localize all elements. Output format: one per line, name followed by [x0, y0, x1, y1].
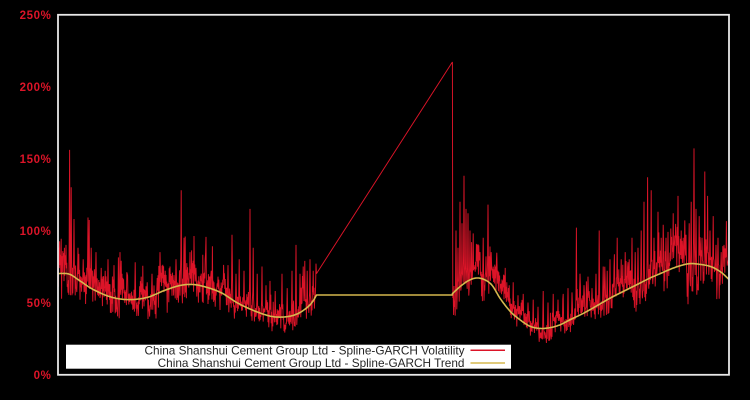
- svg-text:China Shanshui Cement Group Lt: China Shanshui Cement Group Ltd - Spline…: [145, 344, 465, 358]
- svg-text:50%: 50%: [27, 298, 52, 310]
- svg-text:150%: 150%: [20, 154, 52, 166]
- svg-text:100%: 100%: [20, 226, 52, 238]
- svg-text:200%: 200%: [20, 82, 52, 94]
- svg-text:China Shanshui Cement Group Lt: China Shanshui Cement Group Ltd - Spline…: [158, 356, 465, 370]
- svg-text:250%: 250%: [20, 10, 52, 22]
- svg-text:0%: 0%: [34, 370, 52, 382]
